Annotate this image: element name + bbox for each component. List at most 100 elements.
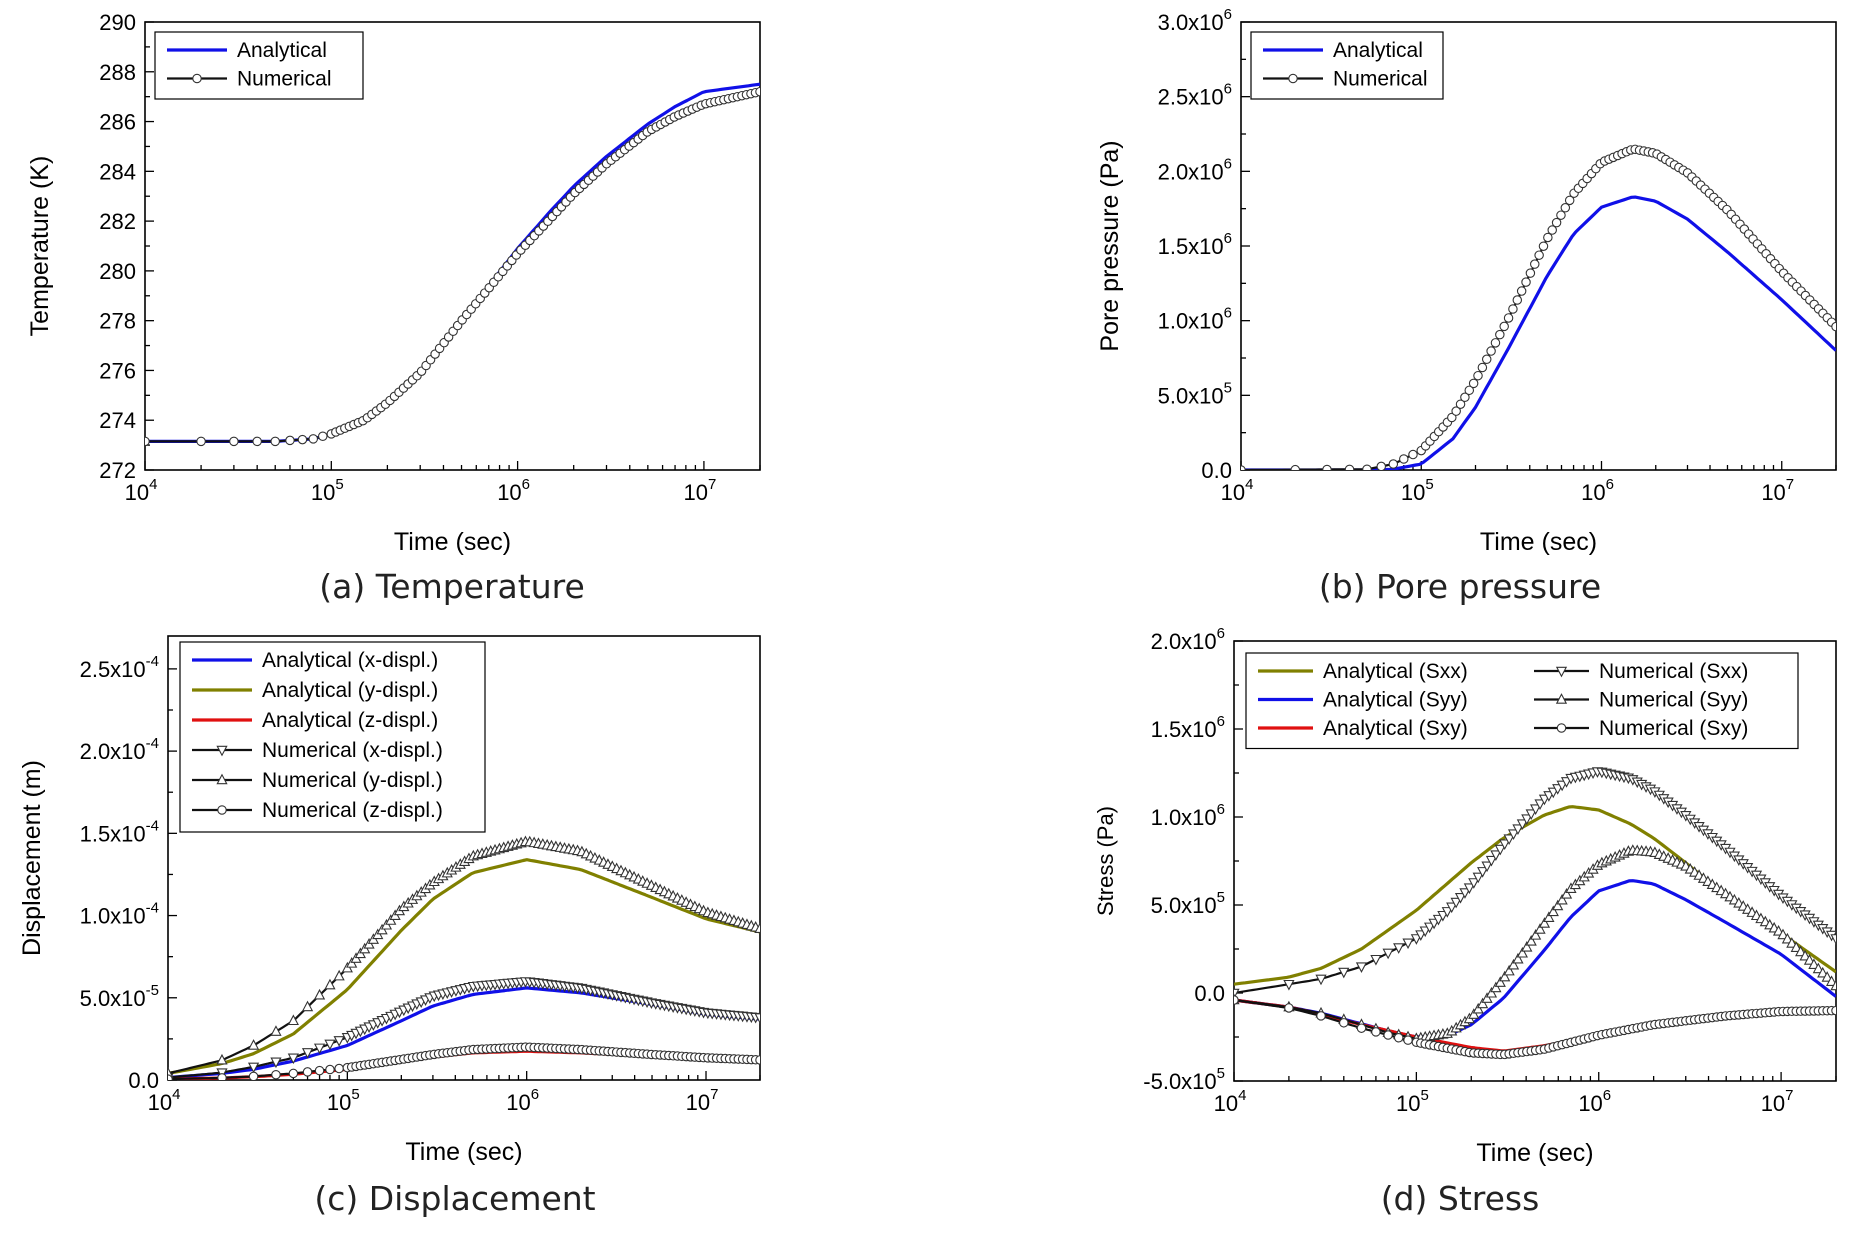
- data-point-numerical: [1543, 232, 1553, 243]
- data-point-numerical-syy: [1830, 979, 1836, 991]
- data-point-numerical-sxx: [1525, 809, 1537, 821]
- y-tick-label: 1.5x10-4: [80, 817, 159, 846]
- data-point-numerical-sxx: [1512, 824, 1524, 836]
- legend-label-analytical: Analytical: [237, 39, 327, 62]
- legend-label-analytical-sxy: Analytical (Sxy): [1323, 717, 1468, 740]
- data-point-numerical-syy: [1503, 964, 1515, 976]
- data-point-numerical-sxy: [1284, 1003, 1294, 1013]
- y-tick-label: 1.0x10-4: [80, 900, 159, 929]
- data-point-numerical-y-displ: [216, 1053, 228, 1065]
- pore-pressure-chart: 104 105 106 107 0.0 5.0x105 1.0x106 1.5x106 2.0x…: [1096, 6, 1837, 606]
- data-point-numerical-syy: [1795, 945, 1807, 957]
- legend-label-analytical-y-displ: Analytical (y-displ.): [262, 679, 438, 702]
- data-point-numerical-syy: [1777, 928, 1789, 940]
- data-point-numerical: [1512, 295, 1523, 305]
- data-point-numerical-sxx: [1494, 844, 1506, 856]
- y-tick-label: 290: [99, 10, 136, 35]
- legend-label-analytical-x-displ: Analytical (x-displ.): [262, 649, 438, 672]
- data-point-numerical-sxx: [1477, 867, 1489, 878]
- series-line-analytical-y-displ: [168, 858, 760, 1075]
- data-point-numerical-x-displ: [313, 1043, 326, 1055]
- y-axis-label: Pore pressure (Pa): [1096, 140, 1124, 351]
- y-tick-label: 5.0x10-5: [80, 982, 159, 1011]
- data-point-numerical-z-displ: [334, 1063, 344, 1074]
- data-point-numerical-syy: [1516, 946, 1528, 958]
- x-tick-label: 104: [125, 476, 158, 505]
- data-point-numerical-sxx: [1490, 850, 1502, 861]
- data-point-numerical: [318, 431, 328, 442]
- data-point-numerical-sxy: [1371, 1027, 1381, 1037]
- panel-caption: (a) Temperature: [319, 567, 585, 606]
- legend-label-analytical-sxx: Analytical (Sxx): [1323, 660, 1468, 683]
- data-point-numerical: [1451, 406, 1461, 416]
- y-axis-label: Displacement (m): [18, 760, 46, 956]
- legend: Analytical (Sxx) Analytical (Syy) Analytic…: [1245, 652, 1799, 750]
- data-point-numerical-sxx: [1499, 839, 1511, 851]
- data-point-numerical-sxy: [1234, 995, 1239, 1005]
- legend: Analytical (x-displ.) Analytical (y-displ…: [179, 641, 486, 833]
- data-point-numerical-sxy: [1831, 1005, 1836, 1016]
- data-point-numerical: [1831, 321, 1836, 332]
- data-point-numerical-y-displ: [333, 969, 345, 981]
- data-point-numerical-z-displ: [271, 1069, 281, 1080]
- data-point-numerical: [1464, 385, 1475, 396]
- data-point-numerical: [145, 436, 150, 447]
- data-point-numerical-sxx: [1382, 948, 1394, 960]
- data-point-numerical: [1499, 321, 1509, 332]
- x-tick-label: 104: [148, 1086, 181, 1115]
- data-point-numerical: [1322, 464, 1332, 470]
- data-point-numerical-syy: [1468, 1008, 1480, 1019]
- data-point-numerical: [1473, 370, 1483, 381]
- x-tick-label: 104: [1214, 1087, 1247, 1116]
- data-point-numerical-syy: [1808, 958, 1820, 969]
- y-tick-label: 2.0x106: [1151, 625, 1225, 654]
- data-point-numerical-syy: [1821, 971, 1833, 982]
- x-tick-label: 107: [686, 1086, 719, 1115]
- data-point-numerical-syy: [1477, 997, 1489, 1009]
- x-tick-label: 105: [1396, 1087, 1429, 1116]
- y-tick-label: 284: [99, 159, 136, 184]
- data-point-numerical-sxx: [1830, 934, 1836, 945]
- data-point-numerical: [1516, 286, 1527, 296]
- data-point-numerical: [1521, 277, 1531, 287]
- legend: Analytical Numerical: [154, 31, 364, 100]
- data-point-numerical-syy: [1552, 899, 1564, 911]
- data-point-numerical: [1534, 250, 1544, 260]
- data-point-numerical-sxx: [1370, 954, 1382, 966]
- data-point-numerical: [1290, 464, 1301, 470]
- x-tick-label: 106: [497, 476, 530, 505]
- data-point-numerical-sxy: [1316, 1011, 1326, 1021]
- y-tick-label: 3.0x106: [1158, 6, 1232, 35]
- data-point-numerical: [1556, 210, 1566, 220]
- data-point-numerical-sxx: [1446, 902, 1458, 914]
- y-tick-label: 1.0x106: [1151, 801, 1225, 830]
- x-tick-label: 105: [311, 476, 344, 505]
- y-tick-label: 286: [99, 110, 136, 135]
- plot-frame: [167, 635, 761, 1081]
- data-point-numerical-x-displ: [324, 1039, 336, 1051]
- data-point-numerical-sxx: [1355, 962, 1368, 973]
- data-point-numerical-syy: [1547, 905, 1559, 917]
- data-point-numerical-syy: [1543, 911, 1555, 922]
- data-point-numerical-y-displ: [270, 1025, 282, 1036]
- data-point-numerical: [1560, 203, 1571, 213]
- series-line-numerical-y-displ: [168, 840, 760, 1075]
- data-point-numerical-sxx: [1338, 967, 1350, 979]
- data-point-numerical-y-displ: [324, 978, 336, 990]
- data-point-numerical-sxx: [1393, 943, 1405, 954]
- data-point-numerical-sxx: [1481, 861, 1493, 873]
- data-point-numerical: [1468, 378, 1479, 389]
- data-point-numerical: [285, 435, 295, 446]
- data-point-numerical-sxx: [1454, 892, 1467, 904]
- legend-label-numerical-x-displ: Numerical (x-displ.): [262, 739, 443, 762]
- data-point-numerical-syy: [1534, 923, 1546, 934]
- data-point-numerical-x-displ: [247, 1062, 260, 1074]
- legend-marker-numerical-syy: [1555, 693, 1568, 704]
- data-point-numerical-x-displ: [287, 1053, 299, 1065]
- data-point-numerical-sxx: [1516, 819, 1528, 831]
- legend-marker-numerical: [192, 73, 202, 84]
- data-point-numerical-sxx: [1402, 938, 1414, 950]
- data-point-numerical-sxx: [1530, 804, 1542, 816]
- y-tick-label: 288: [99, 60, 136, 85]
- y-tick-label: 1.5x106: [1151, 713, 1225, 742]
